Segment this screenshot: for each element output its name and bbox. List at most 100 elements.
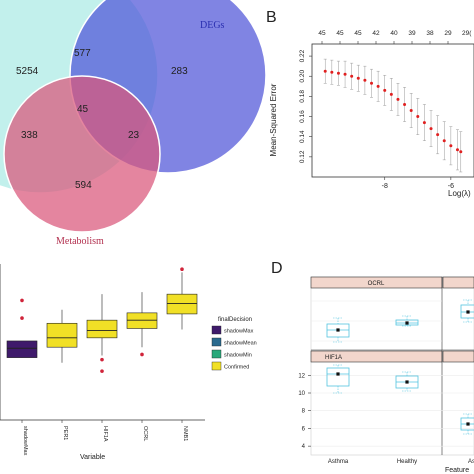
- venn-count-center: 45: [77, 104, 89, 115]
- lasso-y-tick-label: 0.12: [299, 150, 306, 163]
- facet-label-ocrl: OCRL: [368, 281, 385, 287]
- venn-label-metabolism: Metabolism: [56, 236, 104, 247]
- lasso-point: [389, 92, 393, 96]
- panel-label-d: D: [271, 260, 283, 277]
- lasso-y-label: Mean-Squared Error: [269, 83, 278, 156]
- boruta-legend-label: shadowMin: [224, 353, 252, 359]
- lasso-top-tick-label: 40: [390, 30, 398, 37]
- boruta-legend-label: shadowMean: [224, 341, 257, 347]
- lasso-point: [429, 127, 433, 131]
- lasso-point: [323, 69, 327, 73]
- boruta-legend-swatch: [211, 337, 222, 347]
- facet-y-axis: 4 6 8 10 12: [298, 373, 311, 450]
- boruta-x-tick-label: HIF1A: [102, 426, 108, 442]
- boruta-outlier: [100, 369, 104, 373]
- boruta-x-label: Variable: [80, 454, 105, 461]
- lasso-y-tick-label: 0.18: [299, 90, 306, 103]
- lasso-y-tick-label: 0.22: [299, 49, 306, 62]
- boruta-x-tick-label: shadowMax: [22, 426, 28, 456]
- lasso-point: [442, 139, 446, 143]
- panel-d: D OCRL HIF1A 4 6 8 10 12 Asthma Healthy As F…: [271, 260, 474, 474]
- lasso-top-tick-label: 45: [318, 30, 326, 37]
- panel-c: shadowMax PER1 HIF1A OCRL NMB1 Variable fina…: [0, 264, 257, 461]
- facet-mean-marker: [466, 310, 470, 314]
- lasso-point: [330, 70, 334, 74]
- boruta-box: [46, 322, 78, 348]
- facet-box: [395, 319, 419, 326]
- lasso-y-tick-label: 0.16: [299, 110, 306, 123]
- boruta-legend-swatch: [211, 325, 222, 335]
- facet-mean-marker: [405, 321, 409, 325]
- lasso-series: [323, 58, 463, 173]
- facet-box: [326, 323, 350, 338]
- lasso-top-tick-label: 29(: [462, 30, 472, 37]
- lasso-point: [370, 81, 374, 85]
- facet-y-tick-label: 6: [302, 426, 306, 432]
- facet-mean-marker: [466, 422, 470, 426]
- boruta-box: [166, 293, 198, 315]
- lasso-point: [449, 144, 453, 148]
- lasso-point: [409, 109, 413, 112]
- venn-diagram: 5254 577 283 45 338 23 594 DEGs Metaboli…: [0, 0, 267, 247]
- lasso-top-axis: 45 45 45 42 40 39 38 29 29(: [318, 30, 472, 44]
- venn-count-degs-only: 283: [171, 66, 188, 77]
- lasso-point: [416, 115, 420, 119]
- lasso-top-tick-label: 42: [372, 30, 380, 37]
- lasso-x-tick-label: -8: [382, 183, 388, 190]
- venn-count-metab-only: 594: [75, 180, 92, 191]
- venn-count-degs-metab: 23: [128, 130, 140, 141]
- facet-x-tick-partial: As: [468, 459, 474, 465]
- boruta-box: [86, 319, 118, 339]
- lasso-top-tick-label: 45: [354, 30, 362, 37]
- lasso-y-axis: 0.12 0.14 0.16 0.18 0.20 0.22: [299, 49, 312, 163]
- lasso-plot-frame: [311, 43, 474, 178]
- lasso-point: [336, 71, 340, 75]
- venn-count-left-metab: 338: [21, 130, 38, 141]
- facet-y-tick-label: 4: [302, 444, 306, 450]
- lasso-point: [436, 133, 440, 137]
- boruta-legend: finalDecision shadowMax shadowMean shadowM…: [211, 317, 257, 371]
- lasso-point: [455, 148, 459, 152]
- lasso-point: [356, 76, 360, 80]
- facet-x-tick-healthy: Healthy: [397, 459, 417, 465]
- lasso-point: [383, 88, 387, 92]
- boruta-x-ticks: shadowMax PER1 HIF1A OCRL NMB1: [21, 420, 188, 456]
- lasso-point: [343, 72, 347, 76]
- venn-label-degs: DEGs: [200, 20, 225, 31]
- facet-mean-marker: [336, 372, 340, 376]
- panel-label-b: B: [266, 9, 277, 26]
- lasso-x-axis: -8 -6: [382, 177, 454, 190]
- boruta-x-tick-label: OCRL: [142, 426, 148, 441]
- lasso-point: [422, 121, 426, 125]
- boruta-outlier: [100, 357, 104, 362]
- lasso-top-tick-label: 45: [336, 30, 344, 37]
- facet-mean-marker: [336, 328, 340, 332]
- boruta-x-tick-label: NMB1: [182, 426, 188, 441]
- venn-count-left-only: 5254: [16, 66, 39, 77]
- facet-strip-right-bottom: [442, 350, 474, 363]
- facet-box: [460, 304, 474, 319]
- facet-x-tick-asthma: Asthma: [328, 459, 349, 465]
- venn-count-left-degs: 577: [74, 48, 91, 59]
- facet-y-tick-label: 8: [302, 409, 306, 415]
- boruta-legend-swatch: [211, 349, 222, 359]
- lasso-x-label: Log(λ): [448, 189, 471, 198]
- lasso-x-tick-label: -6: [448, 183, 454, 190]
- lasso-point: [396, 97, 400, 101]
- lasso-top-tick-label: 39: [408, 30, 416, 37]
- facet-strip-right-top: [442, 276, 474, 289]
- facet-x-label: Feature: [445, 467, 469, 474]
- facet-box: [326, 367, 350, 387]
- boruta-legend-title: finalDecision: [218, 317, 252, 323]
- lasso-y-tick-label: 0.14: [299, 130, 306, 143]
- lasso-top-tick-label: 38: [426, 30, 434, 37]
- lasso-point: [459, 150, 463, 154]
- boruta-box: [126, 312, 158, 329]
- panel-b: B 45 45 45 42 40 39 38 29 29( 0.120.140.160.180.…: [266, 9, 474, 198]
- boruta-x-tick-label: PER1: [62, 426, 68, 440]
- facet-boxes: [326, 299, 474, 435]
- boruta-box: [6, 340, 38, 358]
- boruta-legend-swatch: [211, 361, 222, 371]
- boruta-outlier: [180, 267, 184, 272]
- boruta-boxes: [6, 267, 198, 373]
